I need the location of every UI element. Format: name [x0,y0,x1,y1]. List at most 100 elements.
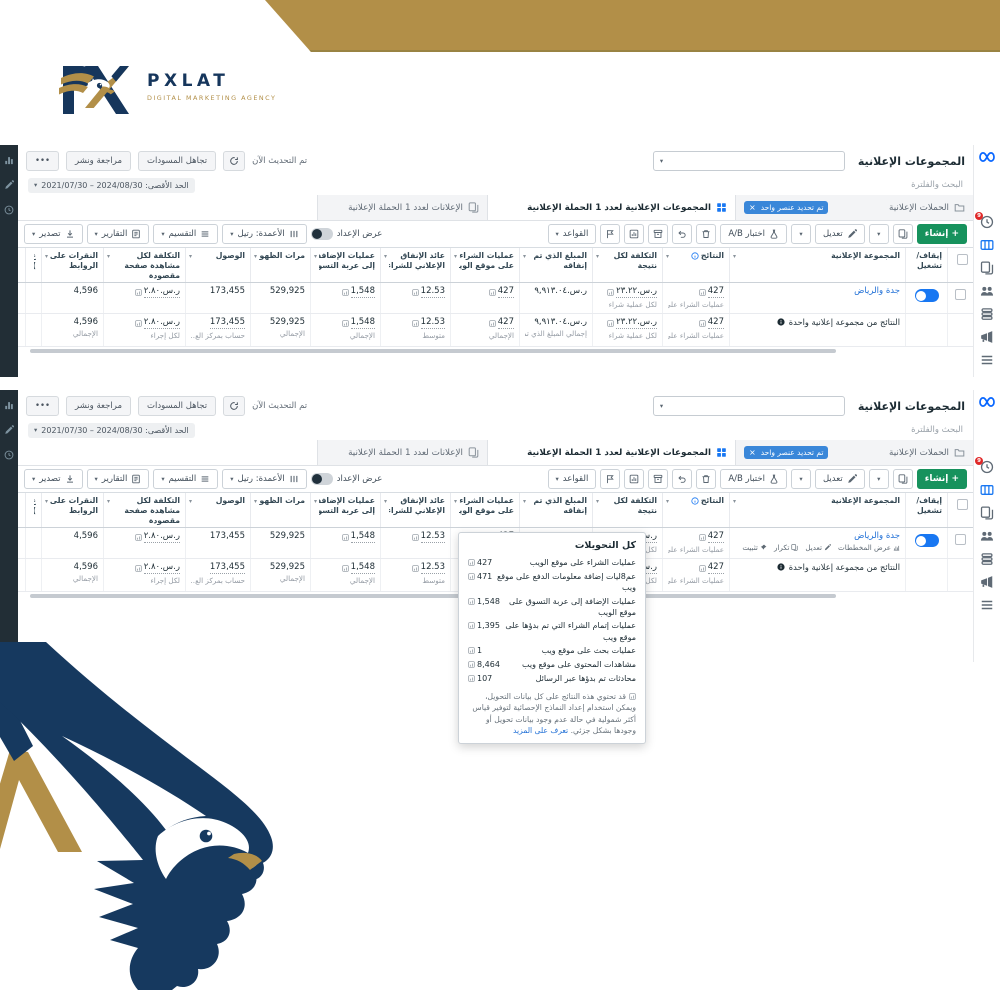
tab-campaigns[interactable]: الحملات الإعلانية تم تحديد عنصر واحد × [735,195,973,220]
tab-ad-sets[interactable]: المجموعات الإعلانية لعدد 1 الحملة الإعلا… [487,440,735,465]
review-publish-button[interactable]: مراجعة ونشر [66,151,132,171]
rules-button[interactable]: القواعد ▾ [547,469,597,489]
col-header-cost-per-result[interactable]: التكلفة لكل نتيجة ▾ [592,493,662,527]
col-header-cost-per-landing-page-view[interactable]: التكلفة لكل مشاهدة صفحة مقصودة ▾ [103,248,185,282]
sort-caret-icon[interactable]: ▾ [523,253,527,260]
selection-badge[interactable]: تم تحديد عنصر واحد × [744,201,829,214]
col-header-impressions[interactable]: مرات الظهور ▾ [250,493,310,527]
col-header-impressions[interactable]: مرات الظهور ▾ [250,248,310,282]
undo-button[interactable] [672,469,693,489]
reports-button[interactable]: التقارير ▾ [86,469,150,489]
duplicate-button[interactable] [892,224,913,244]
create-button[interactable]: + إنشاء [916,224,967,244]
export-button[interactable]: تصدير ▾ [24,224,83,244]
ad-set-name-link[interactable]: جدة والرياض [854,286,900,296]
col-header-results[interactable]: النتائج ▾ [662,248,729,282]
export-button[interactable]: تصدير ▾ [24,469,83,489]
menu[interactable] [980,353,994,367]
more-options-button[interactable]: ••• [26,151,60,171]
delete-button[interactable] [696,224,717,244]
col-header-clipped-col[interactable]: ع) [25,493,41,527]
ab-test-button[interactable]: اختبار A/B [720,224,787,244]
flag-button[interactable] [600,469,621,489]
duplicate-caret-button[interactable]: ▾ [868,469,889,489]
billing[interactable] [980,552,994,566]
tab-ads[interactable]: الإعلانات لعدد 1 الحملة الإعلانية [317,440,487,465]
col-header-purchase-roas[interactable]: عائد الإنفاق الإعلاني للشراء ▾ [380,493,450,527]
sort-caret-icon[interactable]: ▾ [45,253,49,260]
sort-caret-icon[interactable]: ▾ [666,253,670,260]
search-filter-input[interactable]: البحث والفلترة [911,425,963,435]
col-header-amount-spent[interactable]: المبلغ الذي تم إنفاقه ▾ [519,248,592,282]
col-header-cost-per-result[interactable]: التكلفة لكل نتيجة ▾ [592,248,662,282]
sort-caret-icon[interactable]: ▾ [384,498,388,505]
col-header-clipped-col[interactable]: ع) [25,248,41,282]
sort-caret-icon[interactable]: ▾ [254,253,258,260]
close-icon[interactable]: × [749,447,756,457]
create-button[interactable]: + إنشاء [916,469,967,489]
review-publish-button[interactable]: مراجعة ونشر [66,396,132,416]
action-pin[interactable]: تثبيت [742,543,767,552]
sort-caret-icon[interactable]: ▾ [596,253,600,260]
ads[interactable] [980,575,994,589]
sort-caret-icon[interactable]: ▾ [596,498,600,505]
action-duplicate[interactable]: تكرار [774,543,798,552]
search-filter-input[interactable]: البحث والفلترة [911,180,963,190]
sort-caret-icon[interactable]: ▾ [45,498,49,505]
ads[interactable] [980,330,994,344]
sort-caret-icon[interactable]: ▾ [384,253,388,260]
edit-button[interactable]: تعديل [814,224,865,244]
col-header-link-clicks[interactable]: النقرات على الروابط ▾ [41,493,103,527]
sort-caret-icon[interactable]: ▾ [454,253,458,260]
select-all-checkbox[interactable] [956,499,968,510]
action-view-charts[interactable]: عرض المخططات [838,543,900,552]
campaigns-table[interactable] [980,238,994,252]
ab-test-button[interactable]: اختبار A/B [720,469,787,489]
tab-ad-sets[interactable]: المجموعات الإعلانية لعدد 1 الحملة الإعلا… [487,195,735,220]
sort-caret-icon[interactable]: ▾ [666,498,670,505]
sort-caret-icon[interactable]: ▾ [107,498,111,505]
billing[interactable] [980,307,994,321]
sort-caret-icon[interactable]: ▾ [254,498,258,505]
sort-caret-icon[interactable]: ▾ [189,498,193,505]
col-header-purchase-roas[interactable]: عائد الإنفاق الإعلاني للشراء ▾ [380,248,450,282]
breakdown-button[interactable]: التقسيم ▾ [153,224,219,244]
col-header-cost-per-landing-page-view[interactable]: التكلفة لكل مشاهدة صفحة مقصودة ▾ [103,493,185,527]
edit-button[interactable]: تعديل [814,469,865,489]
refresh-button[interactable] [223,396,246,416]
audiences[interactable] [980,529,994,543]
sort-caret-icon[interactable]: ▾ [733,253,737,260]
meta-logo[interactable] [978,151,996,163]
ad-set-name-link[interactable]: جدة والرياض [854,531,900,541]
menu[interactable] [980,598,994,612]
breakdown-button[interactable]: التقسيم ▾ [153,469,219,489]
col-header-name[interactable]: المجموعة الإعلانية ▾ [729,493,905,527]
refresh-button[interactable] [223,151,246,171]
row-status-toggle[interactable] [914,534,939,547]
discard-drafts-button[interactable]: تجاهل المسودات [138,151,217,171]
sort-caret-icon[interactable]: ▾ [314,253,318,260]
account-filter-select[interactable]: ▾ [652,151,845,171]
col-header-name[interactable]: المجموعة الإعلانية ▾ [729,248,905,282]
row-checkbox[interactable] [955,289,966,300]
sort-caret-icon[interactable]: ▾ [523,498,527,505]
duplicate-caret-button[interactable]: ▾ [868,224,889,244]
col-header-amount-spent[interactable]: المبلغ الذي تم إنفاقه ▾ [519,493,592,527]
charts-button[interactable] [624,469,645,489]
col-header-status[interactable]: إيقاف/تشغيل [905,248,947,282]
row-status-toggle[interactable] [914,289,939,302]
close-icon[interactable]: × [749,202,756,212]
rules-button[interactable]: القواعد ▾ [547,224,597,244]
flag-button[interactable] [600,224,621,244]
toggle-switch[interactable] [310,473,333,485]
sort-caret-icon[interactable]: ▾ [189,253,193,260]
date-range-selector[interactable]: الحد الأقصى: 2024/08/30 – 2021/07/30 ▾ [28,422,195,438]
duplicate-button[interactable] [892,469,913,489]
delete-button[interactable] [696,469,717,489]
meta-logo[interactable] [978,396,996,408]
learn-more-link[interactable]: تعرف على المزيد [513,726,569,736]
